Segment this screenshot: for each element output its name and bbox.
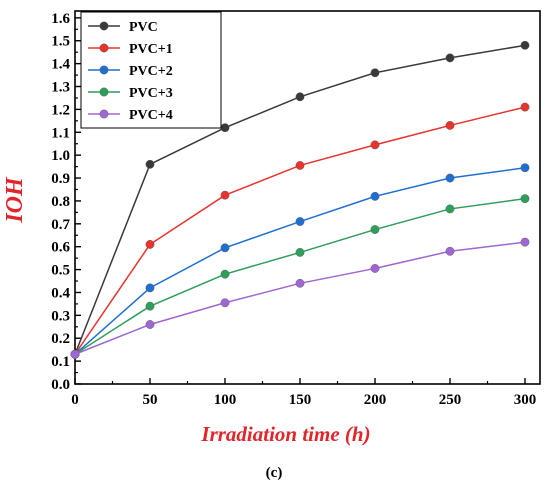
legend-marker <box>99 65 109 75</box>
y-axis-title: IOH <box>2 176 28 224</box>
y-tick-label: 0.5 <box>51 263 70 279</box>
data-point <box>295 217 305 226</box>
series-layer <box>70 40 530 359</box>
x-tick-label: 250 <box>439 392 462 408</box>
data-point <box>220 298 230 308</box>
x-tick-label: 100 <box>214 392 237 408</box>
legend: PVC PVC+1 PVC+2 PVC+3 PVC+4 <box>80 11 222 129</box>
data-point <box>295 92 305 102</box>
y-tick-label: 1.0 <box>51 148 70 164</box>
legend-box <box>80 11 222 129</box>
data-point <box>220 123 230 133</box>
y-tick-label: 1.2 <box>51 102 70 118</box>
legend-item: PVC+4 <box>88 108 173 123</box>
data-point <box>445 53 455 63</box>
y-tick-label: 0.6 <box>51 240 70 256</box>
data-point <box>70 349 80 359</box>
legend-label: PVC+3 <box>129 86 173 101</box>
data-point <box>145 320 155 329</box>
data-point <box>445 121 455 130</box>
y-axis-ticks: 0.0 0.1 0.2 0.3 0.4 0.5 0.6 0.7 0.8 0.9 1.0 1.1 1.2 1… <box>51 11 81 393</box>
data-point <box>520 102 530 112</box>
legend-marker <box>99 87 109 97</box>
data-point <box>370 68 380 78</box>
data-point <box>445 204 455 214</box>
legend-label: PVC <box>129 20 158 35</box>
y-tick-label: 0.3 <box>51 308 70 324</box>
plot-frame <box>74 10 541 385</box>
data-point <box>370 225 380 234</box>
data-point <box>220 269 230 279</box>
data-point <box>145 301 155 311</box>
data-point <box>220 190 230 200</box>
data-point <box>520 40 530 50</box>
x-tick-label: 0 <box>71 392 79 408</box>
series-pvc-plus-3 <box>70 194 530 359</box>
x-axis-title: Irradiation time (h) <box>200 422 370 446</box>
y-tick-label: 0.8 <box>51 194 70 210</box>
x-tick-label: 50 <box>143 392 158 408</box>
data-point <box>370 191 380 201</box>
y-tick-label: 1.4 <box>51 57 70 73</box>
legend-item: PVC <box>88 20 158 35</box>
y-tick-label: 0.7 <box>51 217 70 233</box>
x-tick-label: 200 <box>364 392 387 408</box>
data-point <box>445 173 455 183</box>
data-point <box>145 159 155 169</box>
y-tick-label: 1.3 <box>51 80 70 96</box>
data-point <box>145 240 155 249</box>
y-tick-label: 0.2 <box>51 331 70 347</box>
data-point <box>445 246 455 256</box>
data-point <box>370 140 380 150</box>
legend-item: PVC+3 <box>88 86 173 101</box>
legend-marker <box>99 21 109 31</box>
y-tick-label: 1.5 <box>51 34 70 50</box>
x-tick-label: 150 <box>289 392 312 408</box>
figure-caption: (c) <box>266 465 283 481</box>
plot-area <box>74 10 541 385</box>
legend-label: PVC+2 <box>129 64 173 79</box>
legend-marker <box>99 109 109 119</box>
x-axis-ticks: 0 50 100 150 200 250 300 <box>71 378 536 408</box>
data-point <box>295 248 305 257</box>
legend-marker <box>99 43 109 53</box>
series-line <box>74 167 526 355</box>
data-point <box>295 278 305 288</box>
data-point <box>520 163 530 173</box>
data-point <box>295 161 305 170</box>
y-tick-label: 0.9 <box>51 171 70 187</box>
y-tick-label: 0.1 <box>51 354 70 370</box>
series-line <box>74 241 526 355</box>
legend-item: PVC+2 <box>88 64 173 79</box>
data-point <box>520 237 530 247</box>
series-line <box>74 106 526 355</box>
data-point <box>520 194 530 204</box>
data-point <box>220 243 230 253</box>
y-tick-label: 1.6 <box>51 11 70 27</box>
y-tick-label: 1.1 <box>51 125 70 141</box>
data-point <box>145 283 155 293</box>
series-pvc-plus-4 <box>70 237 530 359</box>
legend-label: PVC+4 <box>129 108 173 123</box>
y-tick-label: 0.4 <box>51 285 70 301</box>
legend-item: PVC+1 <box>88 42 173 57</box>
legend-label: PVC+1 <box>129 42 173 57</box>
y-tick-label: 0.0 <box>51 377 70 393</box>
series-pvc-plus-1 <box>70 102 530 359</box>
data-point <box>370 264 380 273</box>
x-tick-label: 300 <box>514 392 537 408</box>
